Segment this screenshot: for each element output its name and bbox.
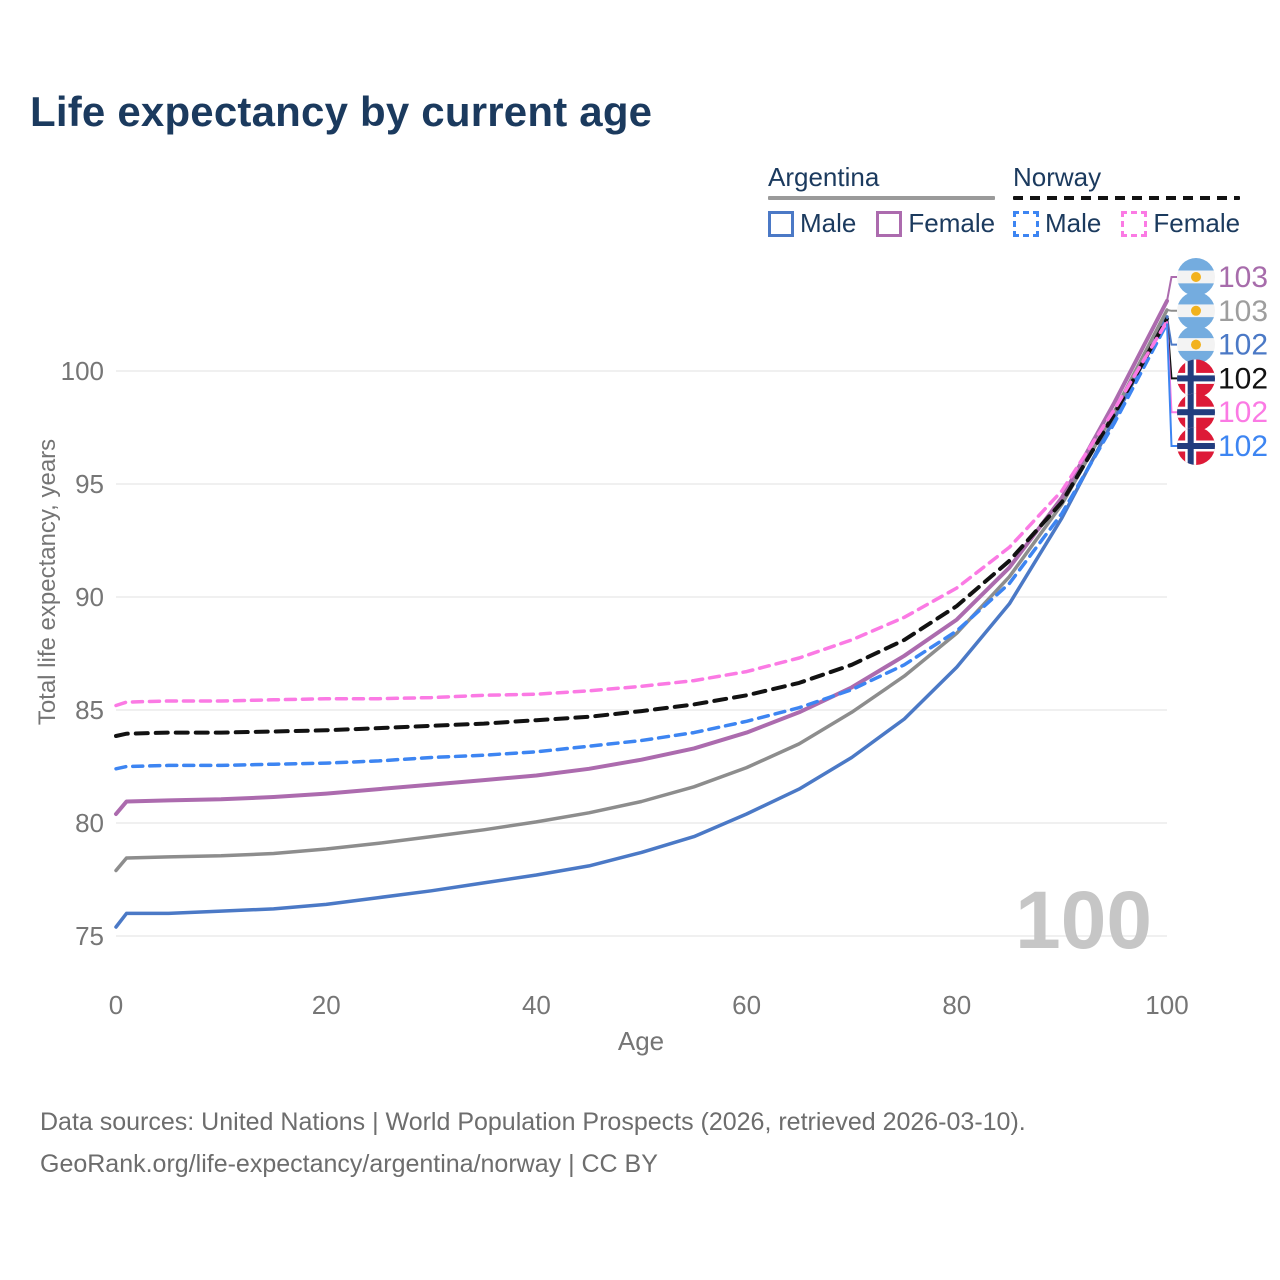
- x-axis-title: Age: [617, 1026, 665, 1056]
- age-counter-watermark: 100: [1015, 875, 1152, 966]
- legend-item-argentina-female[interactable]: Female: [876, 208, 995, 239]
- series-line-ar_male: [114, 315, 1169, 929]
- argentina-flag-icon: [1177, 325, 1215, 364]
- legend-item-label: Male: [800, 208, 857, 238]
- series-line-no_total: [114, 317, 1169, 738]
- x-tick-label: 40: [522, 990, 551, 1020]
- end-label-value-no_male: 102: [1218, 430, 1268, 463]
- page-title: Life expectancy by current age: [30, 88, 653, 135]
- end-label-value-no_female: 102: [1218, 396, 1268, 429]
- y-tick-label: 90: [75, 582, 104, 612]
- end-label-value-ar_total: 103: [1218, 295, 1268, 328]
- footer-source-line: Data sources: United Nations | World Pop…: [40, 1108, 1026, 1136]
- end-label-connector-ar_female: [1166, 276, 1177, 302]
- end-label-value-no_total: 102: [1218, 362, 1268, 395]
- argentina-flag-icon: [1177, 258, 1215, 296]
- argentina-flag-icon: [1177, 291, 1215, 330]
- end-label-no_total: 102: [1177, 359, 1268, 398]
- norway-flag-icon: [1177, 359, 1215, 398]
- legend-country-norway[interactable]: Norway: [1013, 162, 1102, 192]
- legend-underline-argentina: [768, 196, 996, 200]
- y-tick-label: 100: [61, 356, 104, 386]
- series-line-no_female: [114, 319, 1169, 708]
- x-tick-label: 80: [942, 990, 971, 1020]
- legend-item-argentina-male[interactable]: Male: [768, 208, 856, 239]
- norway-flag-icon: [1177, 393, 1215, 432]
- series-line-no_male: [114, 321, 1169, 771]
- legend-item-norway-female[interactable]: Female: [1121, 208, 1240, 239]
- norway-male-swatch-icon: [1013, 210, 1039, 237]
- end-label-connector-ar_total: [1166, 309, 1177, 312]
- x-tick-label: 100: [1145, 990, 1188, 1020]
- legend-item-label: Female: [908, 208, 996, 238]
- end-label-value-ar_male: 102: [1218, 329, 1268, 362]
- end-label-no_female: 102: [1177, 393, 1268, 432]
- legend-item-label: Male: [1045, 208, 1102, 238]
- legend-group-argentina: Argentina Male Female: [768, 162, 996, 239]
- end-label-ar_female: 103: [1177, 258, 1268, 296]
- norway-female-swatch-icon: [1121, 210, 1148, 237]
- x-tick-label: 20: [312, 990, 341, 1020]
- y-tick-label: 95: [75, 469, 104, 499]
- argentina-male-swatch-icon: [768, 210, 794, 237]
- x-tick-label: 0: [109, 990, 123, 1020]
- legend-underline-norway: [1013, 196, 1241, 200]
- argentina-female-swatch-icon: [876, 210, 903, 237]
- legend-country-argentina[interactable]: Argentina: [768, 162, 880, 192]
- y-tick-label: 80: [75, 808, 104, 838]
- end-label-value-ar_female: 103: [1218, 261, 1268, 294]
- end-label-no_male: 102: [1177, 427, 1268, 465]
- end-label-ar_male: 102: [1177, 325, 1268, 364]
- end-label-connector-no_male: [1166, 323, 1177, 447]
- x-tick-label: 60: [732, 990, 761, 1020]
- legend-item-label: Female: [1153, 208, 1241, 238]
- series-line-ar_total: [114, 308, 1169, 873]
- series-line-ar_female: [114, 298, 1169, 816]
- end-label-ar_total: 103: [1177, 291, 1268, 330]
- legend-item-norway-male[interactable]: Male: [1013, 208, 1101, 239]
- norway-flag-icon: [1177, 427, 1215, 465]
- legend-group-norway: Norway Male Female: [1013, 162, 1241, 239]
- footer-url-line: GeoRank.org/life-expectancy/argentina/no…: [40, 1150, 658, 1178]
- y-tick-label: 85: [75, 695, 104, 725]
- y-tick-label: 75: [75, 921, 104, 951]
